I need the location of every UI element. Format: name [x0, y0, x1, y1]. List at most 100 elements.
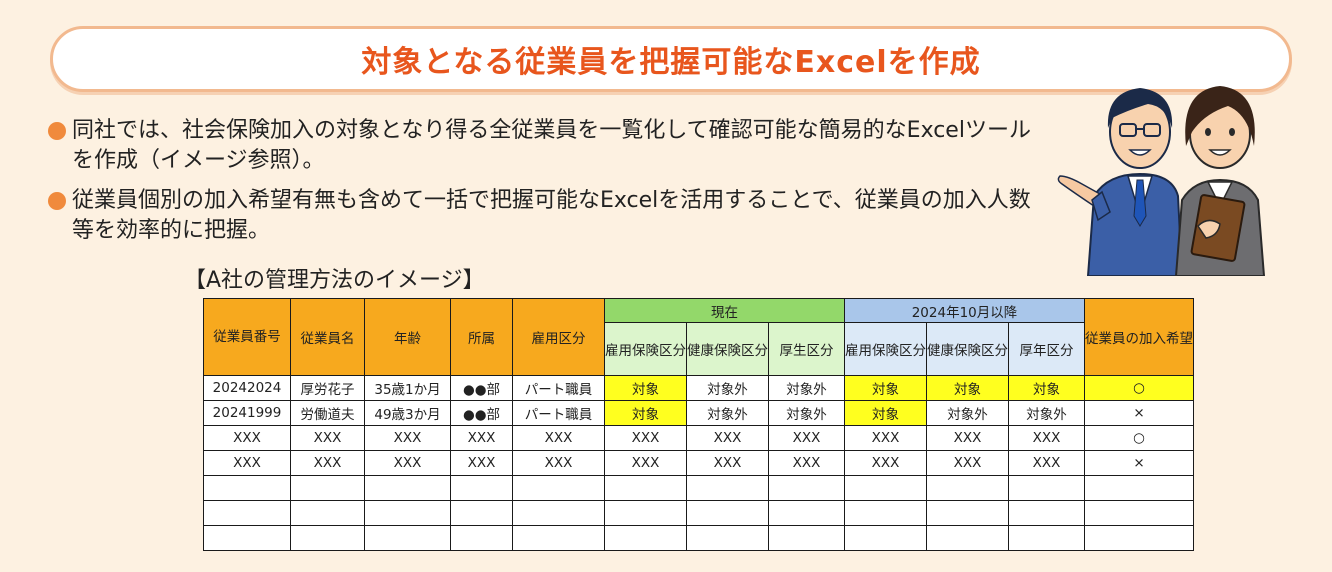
table-cell: XXX — [844, 425, 927, 451]
business-people-illustration — [1057, 86, 1266, 276]
table-cell — [290, 500, 365, 526]
table-cell: XXX — [686, 450, 769, 476]
table-cell: ●●部 — [450, 400, 513, 426]
table-cell: XXX — [686, 425, 769, 451]
table-cell — [450, 475, 513, 501]
header-emp-name: 従業員名 — [290, 298, 365, 376]
table-cell: 厚労花子 — [290, 375, 365, 401]
table-cell: XXX — [844, 450, 927, 476]
woman-figure — [1174, 86, 1266, 276]
table-cell — [686, 525, 769, 551]
table-cell: 49歳3か月 — [364, 400, 451, 426]
table-cell — [926, 525, 1009, 551]
table-cell — [604, 475, 687, 501]
table-cell — [1008, 525, 1085, 551]
table-cell — [290, 475, 365, 501]
bullet-item-1: 同社では、社会保険加入の対象となり得る全従業員を一覧化して確認可能な簡易的なEx… — [48, 116, 1032, 176]
table-cell — [1008, 500, 1085, 526]
table-row: 20242024 厚労花子 35歳1か月 ●●部 パート職員 対象 対象外 対象外 対象 対象 対象… — [203, 375, 1194, 401]
table-cell: × — [1084, 450, 1194, 476]
table-cell: 35歳1か月 — [364, 375, 451, 401]
table-cell — [604, 525, 687, 551]
table-cell: 対象 — [1008, 375, 1085, 401]
table-cell — [686, 475, 769, 501]
table-cell: XXX — [364, 450, 451, 476]
table-cell: XXX — [926, 450, 1009, 476]
table-cell: XXX — [290, 450, 365, 476]
table-cell: XXX — [450, 450, 513, 476]
table-cell: XXX — [364, 425, 451, 451]
table-cell — [203, 475, 291, 501]
table-row — [203, 525, 1194, 551]
table-cell — [926, 500, 1009, 526]
table-cell: 対象 — [926, 375, 1009, 401]
table-cell: 対象外 — [926, 400, 1009, 426]
table-cell: XXX — [450, 425, 513, 451]
table-cell: XXX — [926, 425, 1009, 451]
table-cell: ○ — [1084, 425, 1194, 451]
bullet-text: 従業員個別の加入希望有無も含めて一括で把握可能なExcelを活用することで、従業… — [72, 188, 1031, 243]
table-cell — [512, 500, 605, 526]
table-cell: XXX — [1008, 450, 1085, 476]
table-cell — [604, 500, 687, 526]
table-cell: 労働道夫 — [290, 400, 365, 426]
table-cell: XXX — [512, 450, 605, 476]
header-future-col: 健康保険区分 — [926, 322, 1009, 376]
table-cell: ○ — [1084, 375, 1194, 401]
table-cell: 対象 — [844, 375, 927, 401]
table-cell: パート職員 — [512, 400, 605, 426]
table-cell — [768, 500, 845, 526]
table-cell: 対象 — [844, 400, 927, 426]
table-cell: パート職員 — [512, 375, 605, 401]
header-emp-no: 従業員番号 — [203, 298, 291, 376]
header-age: 年齢 — [364, 298, 451, 376]
bullet-dot-icon — [48, 192, 66, 210]
table-cell — [1008, 475, 1085, 501]
header-group-current: 現在 — [604, 298, 845, 323]
table-cell — [844, 525, 927, 551]
table-cell: XXX — [512, 425, 605, 451]
employee-table: 従業員番号 従業員名 年齢 所属 雇用区分 現在 2024年10月以降 従業員の… — [203, 298, 1194, 551]
table-cell: 対象 — [604, 375, 687, 401]
table-cell — [844, 500, 927, 526]
table-cell — [364, 475, 451, 501]
table-cell: 対象 — [604, 400, 687, 426]
table-caption: 【A社の管理方法のイメージ】 — [184, 268, 485, 293]
table-cell — [290, 525, 365, 551]
man-figure — [1057, 88, 1184, 276]
bullet-item-2: 従業員個別の加入希望有無も含めて一括で把握可能なExcelを活用することで、従業… — [48, 186, 1032, 246]
header-group-future: 2024年10月以降 — [844, 298, 1085, 323]
table-cell: ●●部 — [450, 375, 513, 401]
bullet-text: 同社では、社会保険加入の対象となり得る全従業員を一覧化して確認可能な簡易的なEx… — [72, 118, 1031, 173]
page-title: 対象となる従業員を把握可能なExcelを作成 — [361, 45, 981, 80]
table-cell — [926, 475, 1009, 501]
table-cell: XXX — [1008, 425, 1085, 451]
title-banner: 対象となる従業員を把握可能なExcelを作成 — [50, 26, 1292, 92]
table-cell: 対象外 — [1008, 400, 1085, 426]
table-cell — [1084, 500, 1194, 526]
header-current-col: 雇用保険区分 — [604, 322, 687, 376]
table-cell: XXX — [290, 425, 365, 451]
table-cell: 対象外 — [768, 375, 845, 401]
table-cell: XXX — [768, 425, 845, 451]
table-cell — [450, 525, 513, 551]
table-cell: 20242024 — [203, 375, 291, 401]
header-current-col: 健康保険区分 — [686, 322, 769, 376]
table-cell — [686, 500, 769, 526]
table-row: 20241999 労働道夫 49歳3か月 ●●部 パート職員 対象 対象外 対象外 対象 対象外対… — [203, 400, 1194, 426]
table-cell: 20241999 — [203, 400, 291, 426]
table-row — [203, 475, 1194, 501]
table-cell: XXX — [604, 425, 687, 451]
header-future-col: 厚年区分 — [1008, 322, 1085, 376]
table-cell: 対象外 — [686, 400, 769, 426]
table-cell — [364, 525, 451, 551]
table-cell: 対象外 — [686, 375, 769, 401]
header-dept: 所属 — [450, 298, 513, 376]
table-cell: XXX — [768, 450, 845, 476]
table-cell — [768, 525, 845, 551]
table-cell: 対象外 — [768, 400, 845, 426]
table-row — [203, 500, 1194, 526]
table-cell — [203, 500, 291, 526]
table-cell — [512, 525, 605, 551]
table-row: XXX XXX XXX XXX XXX XXX XXX XXX XXX XXX XXX ○ — [203, 425, 1194, 451]
